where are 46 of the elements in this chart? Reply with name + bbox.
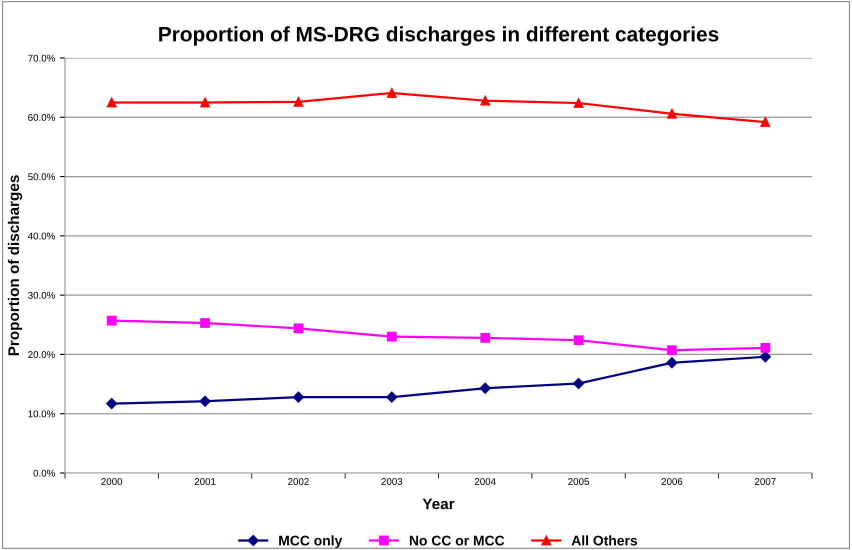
point <box>480 96 490 106</box>
legend-label: MCC only <box>279 535 342 548</box>
point <box>667 108 677 119</box>
x-tick-label: 2007 <box>754 478 776 485</box>
point <box>480 332 490 343</box>
x-tick-label: 2003 <box>381 478 402 485</box>
point <box>294 323 304 334</box>
point <box>292 392 304 403</box>
y-tick-label: 10.0% <box>28 410 55 418</box>
point <box>294 97 304 107</box>
point <box>574 98 584 108</box>
x-axis-title: Year <box>422 498 454 510</box>
point <box>200 318 210 328</box>
y-tick-label: 60.0% <box>28 114 55 121</box>
point <box>106 98 117 108</box>
legend-label: No CC or MCC <box>410 536 504 546</box>
point <box>200 98 210 108</box>
point <box>386 88 397 98</box>
x-tick-label: 2000 <box>101 478 122 485</box>
y-tick-label: 50.0% <box>28 173 55 180</box>
point <box>106 316 117 326</box>
point <box>386 332 397 342</box>
point <box>666 357 678 368</box>
y-tick-label: 20.0% <box>28 351 55 358</box>
y-tick-label: 30.0% <box>28 292 55 299</box>
point <box>572 378 584 390</box>
point <box>667 345 677 356</box>
x-tick-label: 2002 <box>288 478 309 485</box>
point <box>199 396 211 407</box>
y-axis-title: Proportion of discharges <box>8 175 22 356</box>
x-tick-label: 2006 <box>662 478 682 485</box>
point <box>386 392 398 403</box>
y-tick-label: 70.0% <box>28 54 55 62</box>
point <box>574 335 584 346</box>
point <box>106 398 118 410</box>
point <box>760 351 771 362</box>
x-tick-label: 2001 <box>194 478 216 485</box>
y-tick-label: 40.0% <box>28 232 55 240</box>
point <box>760 117 770 127</box>
legend-label: All Others <box>572 535 638 546</box>
x-tick-label: 2005 <box>568 478 589 485</box>
point <box>760 343 770 353</box>
point <box>480 382 491 394</box>
x-tick-label: 2004 <box>474 478 496 485</box>
chart-title: Proportion of MS-DRG discharges in different categories <box>159 26 718 46</box>
y-tick-label: 0.0% <box>34 470 55 477</box>
